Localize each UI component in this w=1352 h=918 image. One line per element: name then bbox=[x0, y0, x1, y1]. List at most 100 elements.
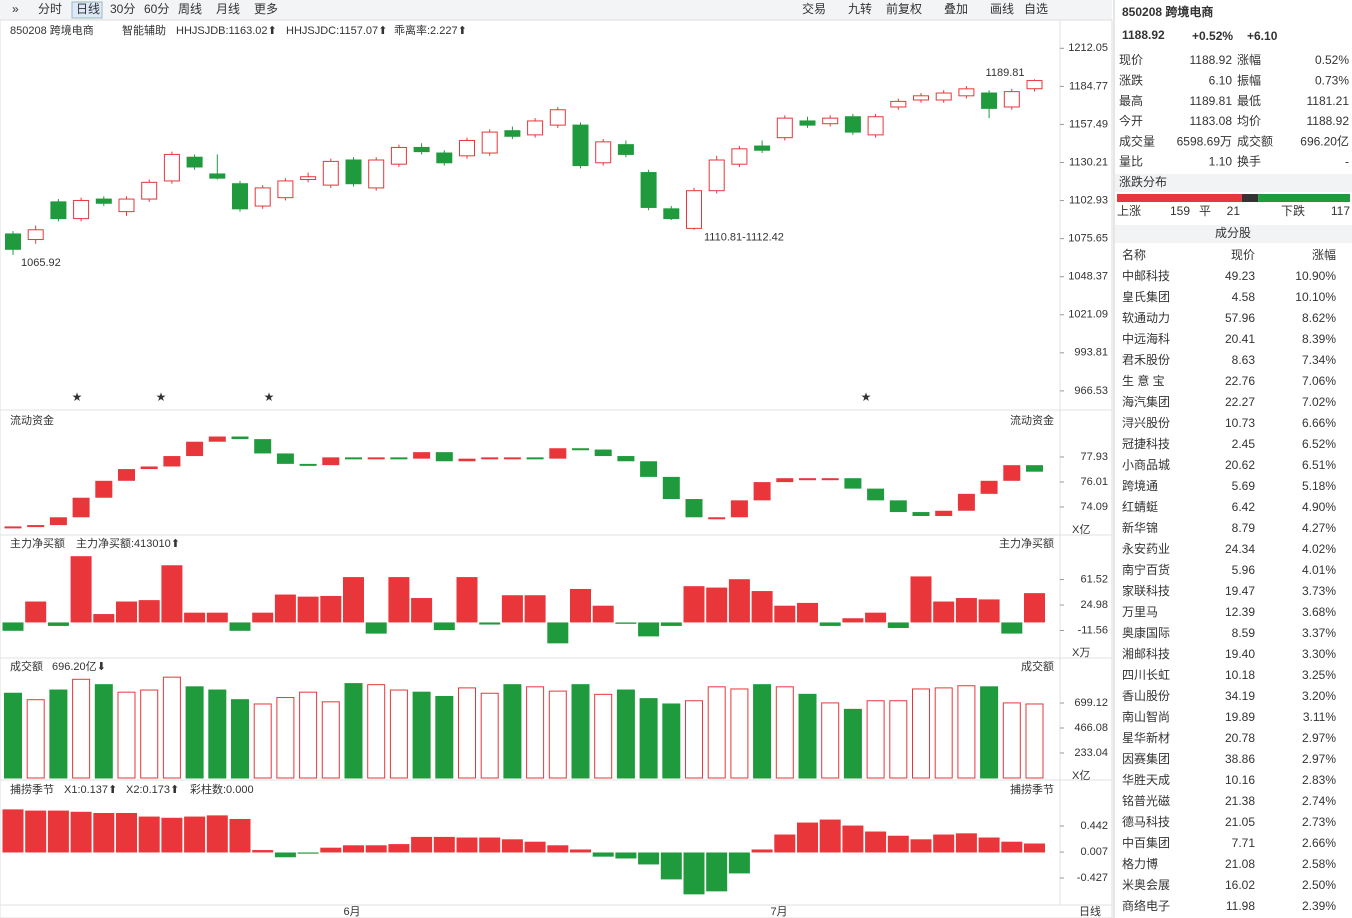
netbuy-bar bbox=[456, 577, 478, 623]
stock-name[interactable]: 奥康国际 bbox=[1122, 625, 1170, 640]
flow-bar bbox=[208, 436, 226, 442]
netbuy-bar bbox=[683, 586, 705, 623]
stock-change: 4.90% bbox=[1302, 500, 1336, 514]
stock-name[interactable]: 德马科技 bbox=[1122, 814, 1170, 829]
toolbar-button[interactable]: 叠加 bbox=[944, 2, 968, 16]
stock-name[interactable]: 海汽集团 bbox=[1122, 394, 1170, 409]
stock-name[interactable]: 中远海科 bbox=[1122, 331, 1170, 346]
toolbar-button[interactable]: 自选 bbox=[1024, 2, 1048, 16]
quote-value: 6598.69万 bbox=[1177, 134, 1232, 148]
stock-name[interactable]: 浔兴股份 bbox=[1122, 416, 1170, 430]
section-bg bbox=[1115, 174, 1352, 192]
flow-bar bbox=[594, 449, 612, 457]
stock-name[interactable]: 红蜻蜓 bbox=[1122, 499, 1158, 514]
stock-name[interactable]: 四川长虹 bbox=[1122, 668, 1170, 682]
quote-value: - bbox=[1345, 155, 1349, 169]
stock-name[interactable]: 新华锦 bbox=[1122, 520, 1158, 535]
stock-name[interactable]: 华胜天成 bbox=[1122, 772, 1170, 787]
stock-name[interactable]: 小商品城 bbox=[1122, 457, 1170, 472]
volume-bar bbox=[162, 676, 181, 779]
season-bar bbox=[343, 845, 364, 853]
netbuy-bar bbox=[592, 605, 614, 623]
netbuy-bar bbox=[638, 622, 660, 637]
stock-name[interactable]: 软通动力 bbox=[1122, 311, 1170, 325]
legend-item: 智能辅助 bbox=[122, 23, 166, 37]
stock-name[interactable]: 商络电子 bbox=[1122, 898, 1170, 913]
netbuy-bar bbox=[47, 622, 69, 626]
toolbar-tab[interactable]: 日线 bbox=[76, 2, 100, 16]
flow-bar bbox=[118, 469, 135, 481]
stock-name[interactable]: 皇氏集团 bbox=[1122, 289, 1170, 304]
stock-name[interactable]: 南山智尚 bbox=[1122, 709, 1170, 724]
stock-name[interactable]: 米奥会展 bbox=[1122, 878, 1170, 892]
season-bar bbox=[25, 810, 47, 853]
stock-name[interactable]: 星华新材 bbox=[1122, 730, 1170, 745]
candle-body bbox=[799, 120, 816, 126]
toolbar-tab[interactable]: 60分 bbox=[144, 2, 169, 16]
toolbar-tab[interactable]: 周线 bbox=[178, 2, 202, 16]
flow-bar bbox=[753, 482, 771, 501]
stock-change: 2.73% bbox=[1302, 815, 1336, 829]
candle-body bbox=[141, 181, 158, 200]
toolbar-tab[interactable]: 30分 bbox=[110, 2, 135, 16]
stock-price: 8.59 bbox=[1232, 626, 1256, 640]
stock-name[interactable]: 香山股份 bbox=[1122, 689, 1170, 703]
stock-name[interactable]: 湘邮科技 bbox=[1122, 646, 1170, 661]
toolbar-button[interactable]: 九转 bbox=[848, 1, 872, 16]
volume-bar bbox=[344, 683, 363, 779]
volume-bar bbox=[662, 703, 681, 779]
toolbar-button[interactable]: 交易 bbox=[802, 1, 826, 16]
candle-body bbox=[958, 88, 975, 97]
netbuy-bar bbox=[660, 622, 682, 626]
stock-change: 3.37% bbox=[1302, 626, 1336, 640]
netbuy-bar bbox=[955, 598, 977, 623]
y-tick-label: 466.08 bbox=[1074, 722, 1108, 734]
candle-body bbox=[118, 198, 135, 213]
flow-bar bbox=[708, 517, 726, 520]
stock-name[interactable]: 生 意 宝 bbox=[1122, 373, 1165, 388]
stock-price: 24.34 bbox=[1225, 542, 1255, 556]
stock-name[interactable]: 跨境通 bbox=[1122, 478, 1158, 493]
candle-body bbox=[913, 95, 929, 101]
netbuy-bar bbox=[865, 612, 887, 623]
stock-name[interactable]: 中邮科技 bbox=[1122, 268, 1170, 283]
netbuy-bar bbox=[819, 622, 841, 626]
quote-label: 涨跌 bbox=[1119, 72, 1143, 87]
stock-name[interactable]: 中百集团 bbox=[1122, 835, 1170, 850]
volume-bar bbox=[707, 686, 726, 779]
toolbar-tab[interactable]: 月线 bbox=[216, 2, 240, 16]
flow-bar bbox=[980, 480, 998, 494]
flow-bar bbox=[821, 478, 839, 481]
candle-body bbox=[163, 153, 180, 182]
stock-name[interactable]: 格力博 bbox=[1122, 856, 1158, 871]
flow-bar bbox=[889, 500, 907, 513]
stock-name[interactable]: 冠捷科技 bbox=[1122, 437, 1170, 451]
stock-name[interactable]: 南宁百货 bbox=[1122, 562, 1170, 577]
toolbar-button[interactable]: 前复权 bbox=[886, 1, 922, 16]
stock-name[interactable]: 永安药业 bbox=[1122, 541, 1170, 556]
flow-bar bbox=[481, 457, 499, 460]
dist-label: 下跌 bbox=[1281, 203, 1305, 218]
price: 1188.92 bbox=[1122, 28, 1165, 42]
candle-body bbox=[481, 131, 498, 154]
quote-value: 696.20亿 bbox=[1300, 133, 1349, 148]
volume-bar bbox=[753, 684, 772, 779]
season-bar bbox=[184, 816, 206, 853]
stock-name[interactable]: 君禾股份 bbox=[1122, 353, 1170, 367]
y-tick-label: 76.01 bbox=[1080, 476, 1108, 488]
toolbar-button[interactable]: 画线 bbox=[990, 2, 1014, 16]
toolbar-tab[interactable]: 分时 bbox=[38, 2, 62, 16]
stock-name[interactable]: 铭普光磁 bbox=[1122, 793, 1170, 808]
flow-bar bbox=[730, 500, 748, 518]
stock-name[interactable]: 家联科技 bbox=[1122, 583, 1170, 598]
stock-price: 6.42 bbox=[1232, 500, 1256, 514]
stock-name[interactable]: 万里马 bbox=[1122, 605, 1158, 619]
quote-label: 振幅 bbox=[1237, 72, 1261, 87]
netbuy-bar bbox=[1001, 622, 1023, 634]
y-tick-label: 699.12 bbox=[1074, 697, 1108, 709]
candle-body bbox=[822, 117, 839, 125]
stock-name[interactable]: 因赛集团 bbox=[1122, 751, 1170, 766]
toolbar-tab[interactable]: 更多 bbox=[254, 2, 278, 16]
season-bar bbox=[47, 810, 69, 853]
